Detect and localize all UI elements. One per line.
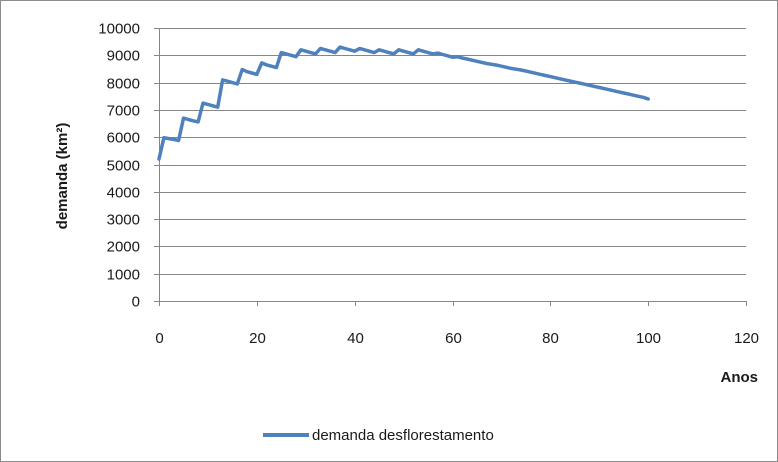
- y-tick-label: 5000: [107, 158, 140, 175]
- y-axis-ticks: 0 1000 2000 3000 4000 5000 6000 7000 8000 9000 100…: [98, 21, 159, 311]
- legend-label-demanda-desflorestamento: demanda desflorestamento: [312, 427, 494, 444]
- y-tick-label: 3000: [107, 212, 140, 229]
- y-tick-label: 6000: [107, 130, 140, 147]
- x-tick-label: 0: [155, 330, 163, 347]
- x-tick-label: 40: [347, 330, 364, 347]
- y-tick-label: 4000: [107, 185, 140, 202]
- y-tick-label: 10000: [98, 21, 140, 38]
- y-axis-title: demanda (km²): [54, 123, 71, 230]
- x-tick-label: 120: [734, 330, 759, 347]
- x-tick-label: 60: [445, 330, 462, 347]
- y-tick-label: 0: [132, 294, 140, 311]
- x-tick-label: 20: [249, 330, 266, 347]
- y-tick-label: 2000: [107, 239, 140, 256]
- y-tick-label: 8000: [107, 76, 140, 93]
- x-tick-label: 100: [636, 330, 661, 347]
- x-axis-ticks: 0 20 40 60 80 100 120: [155, 301, 759, 347]
- x-tick-label: 80: [542, 330, 559, 347]
- legend: demanda desflorestamento: [263, 427, 494, 444]
- y-tick-label: 9000: [107, 48, 140, 65]
- x-axis-title: Anos: [721, 369, 759, 386]
- gridlines: [159, 29, 746, 275]
- series-line-demanda-desflorestamento: [159, 47, 648, 159]
- y-tick-label: 1000: [107, 267, 140, 284]
- series-layer: [159, 47, 648, 159]
- y-tick-label: 7000: [107, 103, 140, 120]
